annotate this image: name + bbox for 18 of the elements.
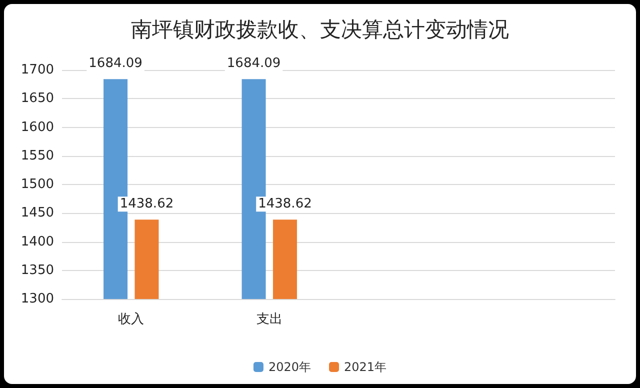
y-tick-label: 1700	[20, 62, 54, 78]
y-tick-label: 1400	[20, 234, 54, 250]
data-label: 1684.09	[226, 56, 281, 72]
data-label: 1684.09	[88, 56, 142, 72]
y-tick-label: 1350	[20, 262, 54, 278]
legend-label: 2021年	[344, 360, 387, 374]
data-label: 1438.62	[120, 196, 174, 212]
chart-title: 南坪镇财政拨款收、支决算总计变动情况	[131, 18, 509, 42]
data-label: 1438.62	[258, 196, 312, 212]
y-tick-label: 1300	[20, 292, 54, 306]
x-tick-label: 支出	[256, 312, 282, 327]
y-tick-label: 1550	[20, 148, 54, 164]
y-tick-label: 1600	[20, 120, 54, 135]
y-tick-label: 1650	[20, 91, 54, 106]
x-tick-label: 收入	[118, 312, 144, 327]
y-tick-label: 1450	[20, 206, 54, 221]
legend-label: 2020年	[268, 360, 312, 374]
y-tick-label: 1500	[20, 177, 54, 192]
